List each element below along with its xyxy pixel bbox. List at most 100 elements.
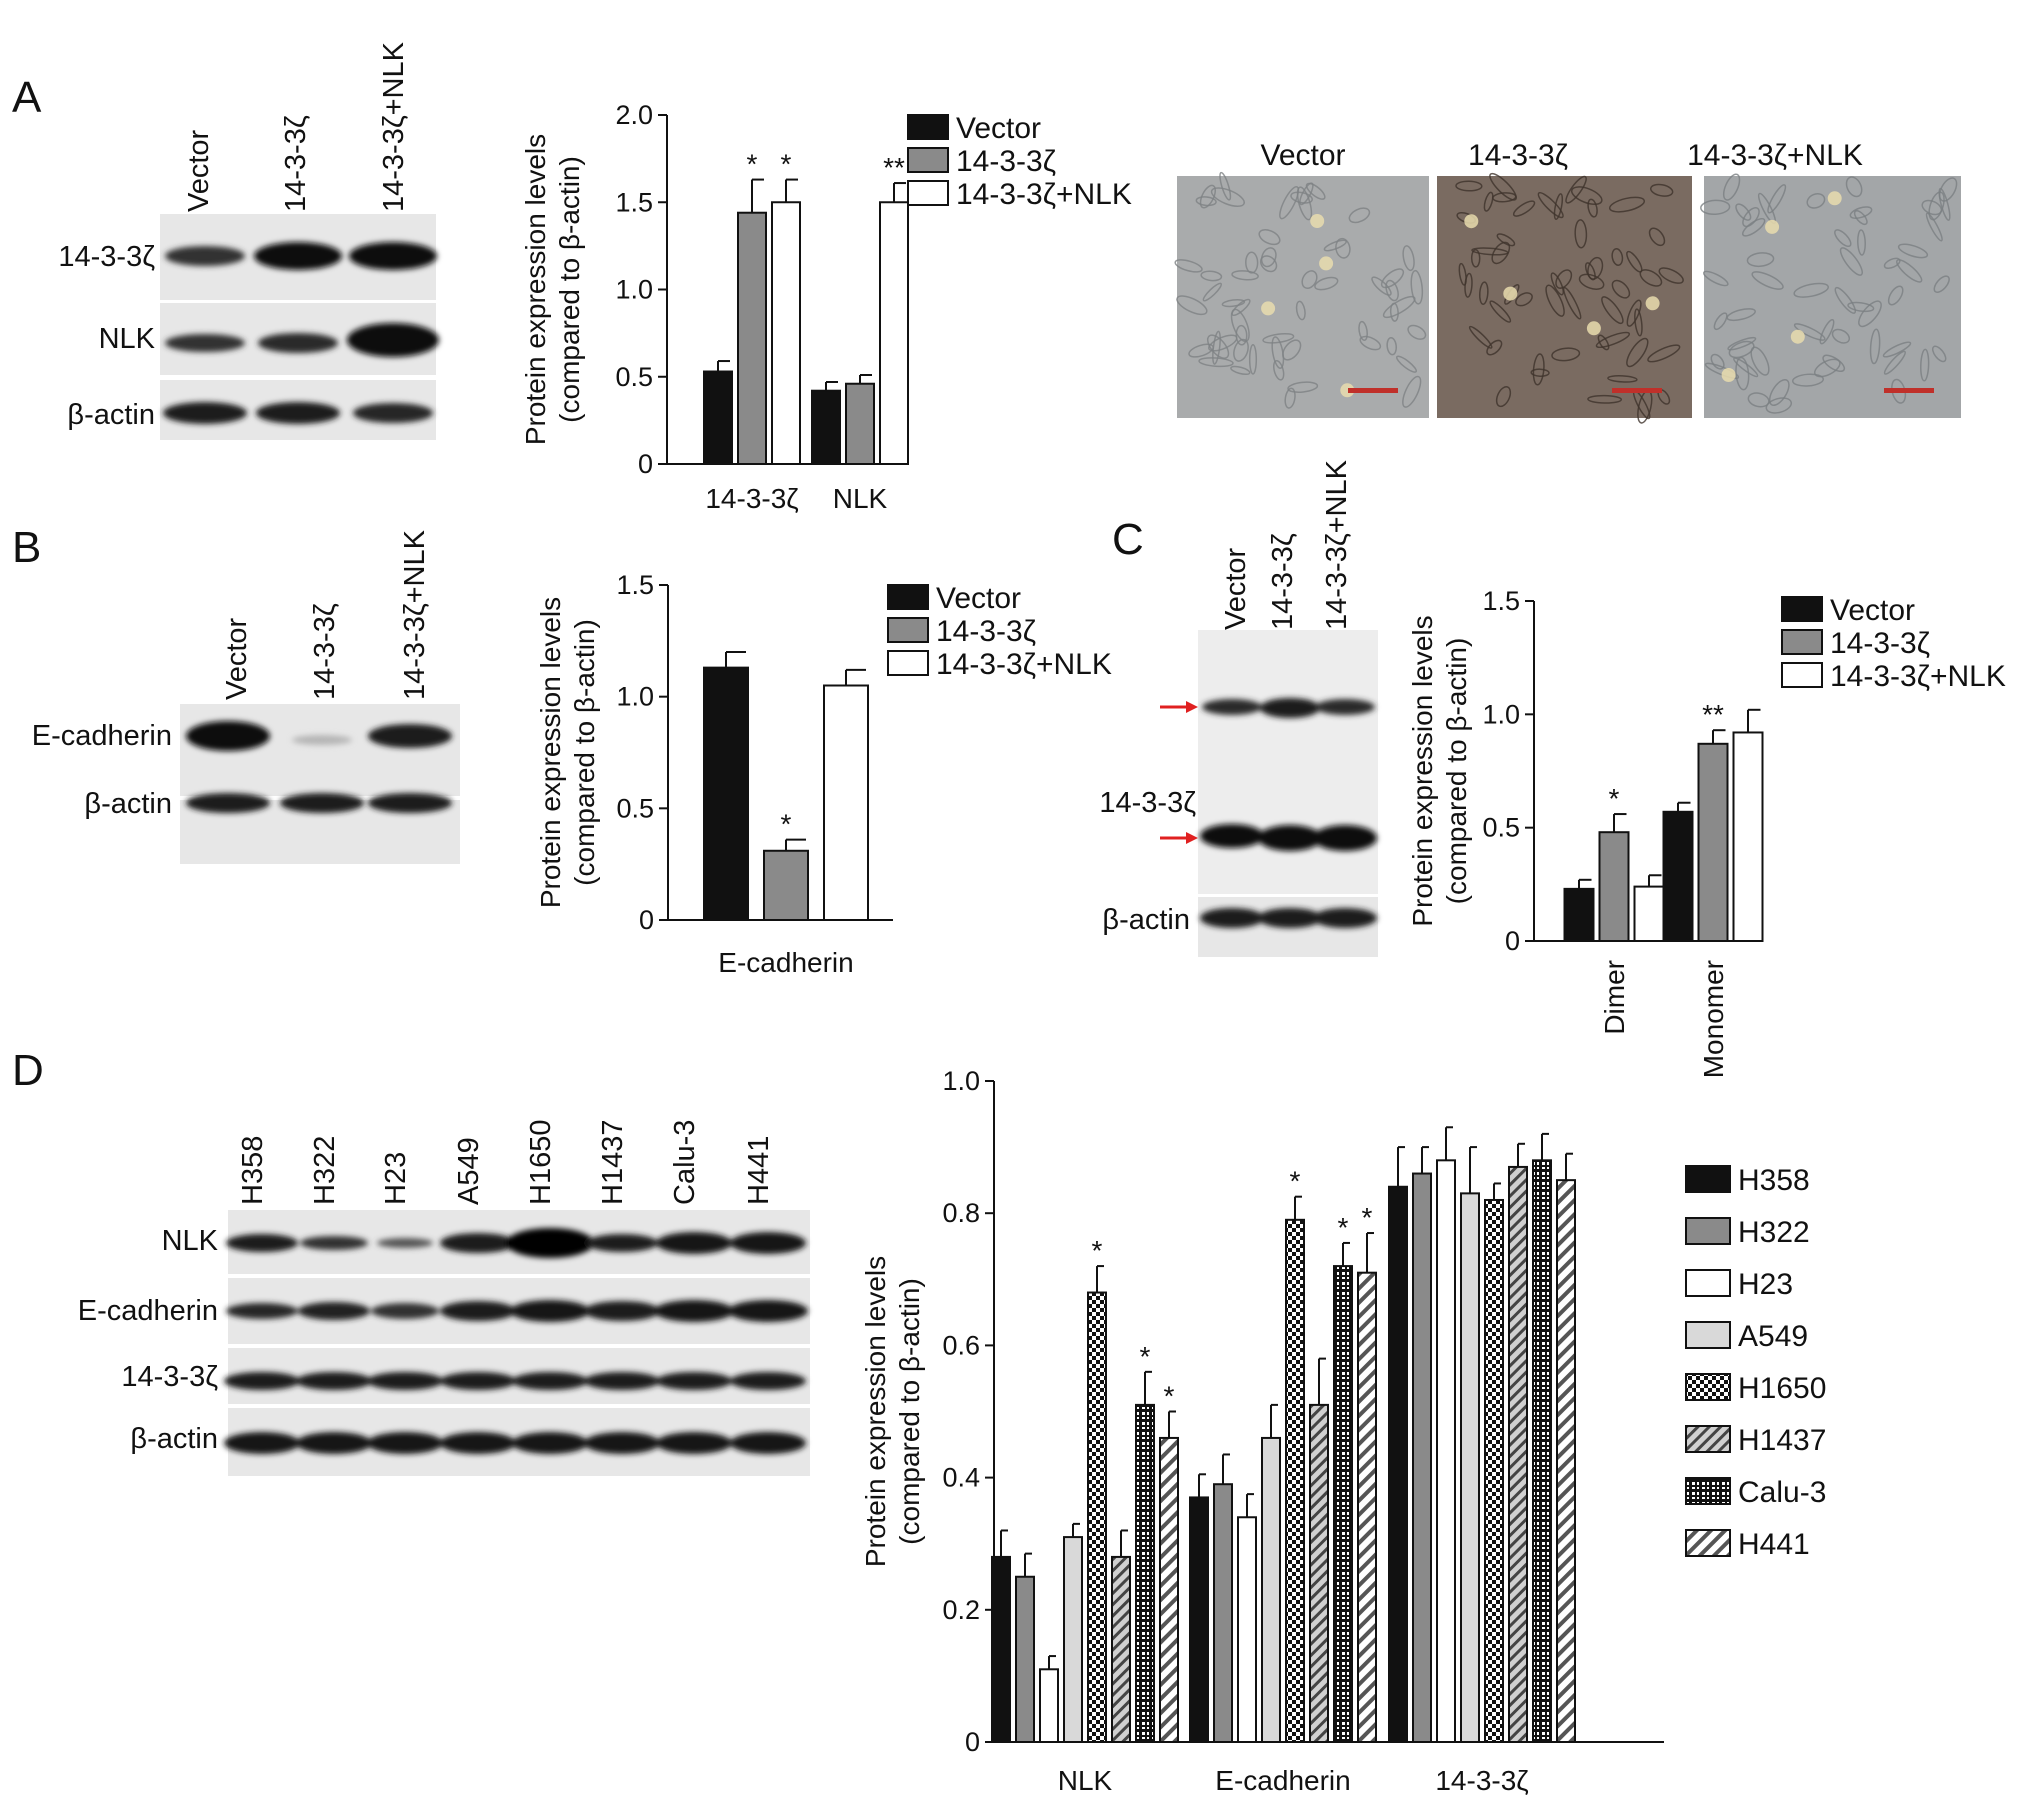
cell-shape — [1611, 279, 1631, 299]
legend-label: Vector — [936, 582, 1021, 615]
cell-shape — [1742, 207, 1760, 228]
cell-shape — [1282, 339, 1302, 361]
lane-label: H322 — [309, 1136, 341, 1205]
band — [654, 1300, 734, 1322]
cell-shape — [1348, 207, 1371, 224]
cell-shape — [1928, 191, 1945, 221]
legend-label: H23 — [1738, 1268, 1793, 1301]
cell-shape — [1595, 331, 1631, 349]
x-category-label: 14-3-3ζ — [1435, 1765, 1528, 1796]
cell-shape — [1407, 324, 1427, 340]
round-cell — [1790, 329, 1805, 344]
cell-shape — [1845, 176, 1863, 198]
y-tick-label: 0 — [1505, 926, 1520, 956]
y-tick-label: 0.5 — [1482, 813, 1520, 843]
significance-mark: * — [1140, 1341, 1151, 1372]
chart-a: 0 0.5 1.0 1.5 2.0 Protein expression levels (c… — [520, 100, 1132, 514]
bar — [1598, 831, 1630, 943]
round-cell — [1340, 383, 1355, 398]
band — [656, 1432, 732, 1454]
y-axis-label: (compared to β-actin) — [554, 156, 585, 423]
cell-shape — [1741, 217, 1766, 237]
cell-shape — [1938, 177, 1958, 202]
legend-swatch — [1781, 662, 1823, 688]
micro-title: 14-3-3ζ — [1468, 139, 1568, 172]
panel-label-b: B — [12, 523, 41, 572]
bar — [1309, 1403, 1329, 1743]
bar — [1261, 1436, 1281, 1743]
cell-shape — [1233, 338, 1249, 362]
cell-shape — [1722, 173, 1741, 201]
panel-label-d: D — [12, 1046, 44, 1095]
cell-shape — [1200, 270, 1223, 282]
cell-shape — [1273, 360, 1285, 381]
x-category-label: E-cadherin — [718, 947, 853, 978]
legend-label: H322 — [1738, 1216, 1810, 1249]
cell-shape — [1489, 172, 1518, 201]
cell-shape — [1700, 199, 1731, 215]
cell-shape — [1515, 292, 1533, 307]
y-tick-label: 1.0 — [616, 682, 654, 712]
cell-shape — [1648, 227, 1666, 247]
legend-label: 14-3-3ζ+NLK — [1830, 660, 2006, 693]
round-cell — [1827, 191, 1842, 206]
red-arrow — [1160, 832, 1198, 844]
cell-shape — [1530, 368, 1550, 377]
cell-shape — [1925, 212, 1943, 242]
significance-mark: * — [781, 149, 792, 180]
cell-shape — [1658, 267, 1684, 284]
cell-shape — [1323, 239, 1347, 252]
cell-shape — [1887, 285, 1904, 306]
x-category-label: NLK — [1058, 1765, 1113, 1796]
cell-shape — [1260, 247, 1277, 268]
round-cell — [1310, 214, 1325, 228]
band — [728, 1300, 808, 1322]
significance-mark: * — [1290, 1166, 1301, 1197]
cell-shape — [1176, 295, 1208, 316]
cell-shape — [1920, 348, 1930, 382]
band — [224, 1432, 300, 1454]
band — [368, 724, 452, 748]
y-tick-label: 1.5 — [1482, 586, 1520, 616]
legend-swatch — [1781, 596, 1823, 622]
blot-row-label: NLK — [162, 1225, 219, 1257]
scale-bar — [1884, 388, 1934, 393]
legend-swatch — [1685, 1529, 1731, 1557]
significance-mark: * — [781, 809, 792, 840]
cell-shape — [1299, 182, 1314, 206]
bar — [1189, 1496, 1209, 1744]
legend-swatch — [907, 114, 949, 140]
cell-shape — [1849, 206, 1873, 219]
bar — [737, 211, 767, 465]
significance-mark: * — [747, 149, 758, 180]
blot-row-label: NLK — [99, 323, 156, 355]
band — [349, 242, 437, 270]
bar — [1087, 1291, 1107, 1744]
bar — [1436, 1159, 1456, 1743]
cell-shape — [1647, 344, 1681, 363]
legend-label: H1650 — [1738, 1372, 1826, 1405]
cell-shape — [1578, 273, 1605, 290]
micro-title: Vector — [1260, 139, 1345, 172]
bar — [1732, 731, 1764, 943]
band — [186, 721, 270, 751]
cell-shape — [1650, 183, 1674, 197]
cell-texture — [1174, 171, 1958, 424]
legend-label: Vector — [1830, 594, 1915, 627]
legend-swatch — [1685, 1269, 1731, 1297]
cell-shape — [1478, 281, 1489, 306]
lane-label: Vector — [1220, 547, 1252, 630]
y-tick-label: 1.0 — [942, 1066, 980, 1096]
band — [1315, 699, 1375, 715]
cell-shape — [1822, 354, 1846, 373]
bar — [771, 201, 801, 465]
band — [224, 1372, 300, 1390]
cell-shape — [1486, 339, 1503, 356]
significance-mark: * — [1609, 783, 1620, 814]
y-axis-label: (compared to β-actin) — [1441, 638, 1472, 905]
cell-shape — [1607, 375, 1638, 383]
band — [226, 1234, 298, 1252]
cell-shape — [1601, 296, 1624, 325]
cell-shape — [1626, 250, 1643, 273]
band — [730, 1232, 806, 1254]
